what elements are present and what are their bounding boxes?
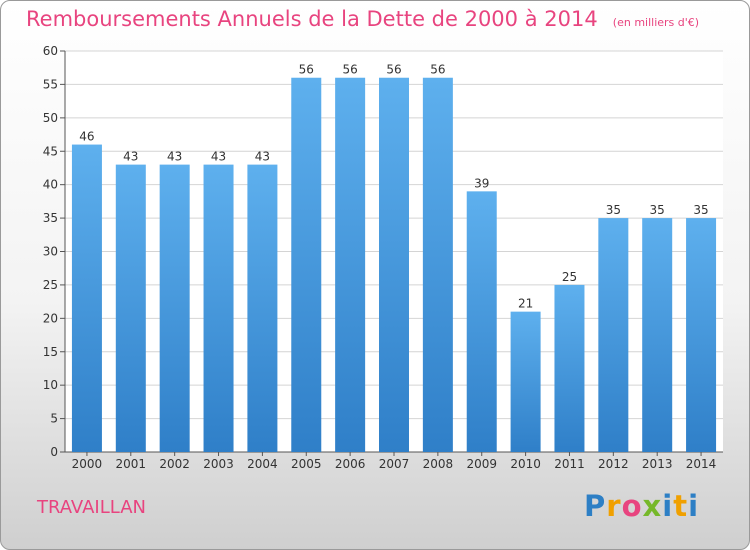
x-tick-label-2004: 2004 (247, 457, 278, 471)
x-tick-label-2006: 2006 (335, 457, 366, 471)
bar-2013 (642, 218, 673, 452)
chart-subtitle: (en milliers d'€) (612, 16, 700, 29)
chart-title-main: Remboursements Annuels de la Dette de 20… (26, 7, 598, 31)
y-tick-label: 25 (43, 278, 58, 292)
y-tick-label: 30 (43, 245, 58, 259)
bar-2000 (71, 144, 102, 453)
x-tick-label-2010: 2010 (510, 457, 541, 471)
value-label-2003: 43 (211, 150, 226, 164)
x-tick-label-2011: 2011 (554, 457, 585, 471)
logo-letter: o (621, 489, 643, 523)
value-label-2014: 35 (693, 203, 708, 217)
value-label-2006: 56 (342, 63, 357, 77)
x-tick-label-2002: 2002 (159, 457, 190, 471)
x-tick-label-2009: 2009 (466, 457, 497, 471)
y-tick-label: 5 (50, 412, 58, 426)
y-tick-label: 10 (43, 378, 58, 392)
bar-chart: 0 5 10 15 20 25 30 35 40 45 50 55 60 46 2000 43 2001 43 20… (43, 44, 723, 471)
y-tick-label: 40 (43, 178, 58, 192)
labels-layer: 0 5 10 15 20 25 30 35 40 45 50 55 60 46 2000 43 2001 43 20… (43, 44, 717, 471)
bar-2014 (686, 218, 717, 452)
logo-letter: x (642, 489, 663, 523)
bar-2007 (379, 77, 409, 452)
bar-2006 (335, 77, 366, 452)
y-tick-label: 20 (43, 311, 58, 325)
chart-title: Remboursements Annuels de la Dette de 20… (26, 7, 699, 31)
bar-2009 (466, 191, 497, 452)
value-label-2004: 43 (255, 150, 270, 164)
logo-letter: P (584, 489, 607, 523)
value-label-2008: 56 (430, 63, 445, 77)
value-label-2012: 35 (606, 203, 621, 217)
bar-2002 (159, 164, 190, 452)
logo-letter: i (688, 489, 700, 523)
x-tick-label-2005: 2005 (291, 457, 322, 471)
x-tick-label-2014: 2014 (686, 457, 717, 471)
proxiti-logo: Proxiti (584, 489, 699, 523)
value-label-2013: 35 (650, 203, 665, 217)
bar-2004 (247, 164, 278, 452)
y-tick-label: 45 (43, 144, 58, 158)
value-label-2007: 56 (386, 63, 401, 77)
value-label-2002: 43 (167, 150, 182, 164)
x-tick-label-2001: 2001 (116, 457, 147, 471)
x-tick-label-2008: 2008 (423, 457, 454, 471)
value-label-2011: 25 (562, 270, 577, 284)
y-tick-label: 35 (43, 211, 58, 225)
y-tick-label: 60 (43, 44, 58, 58)
value-label-2010: 21 (518, 297, 533, 311)
logo-letter: t (673, 489, 689, 523)
logo-letter: i (662, 489, 674, 523)
y-tick-label: 55 (43, 77, 58, 91)
bar-2008 (422, 77, 453, 452)
value-label-2001: 43 (123, 150, 138, 164)
commune-name: TRAVAILLAN (37, 497, 146, 518)
x-tick-label-2000: 2000 (72, 457, 103, 471)
bar-2012 (598, 218, 629, 452)
x-tick-label-2012: 2012 (598, 457, 629, 471)
bar-2005 (291, 77, 322, 452)
bars-layer (71, 77, 717, 453)
value-label-2000: 46 (79, 130, 94, 144)
logo-letter: r (606, 489, 622, 523)
bar-2001 (115, 164, 146, 452)
y-tick-label: 15 (43, 345, 58, 359)
value-label-2005: 56 (299, 63, 314, 77)
bar-2003 (203, 164, 234, 452)
x-tick-label-2013: 2013 (642, 457, 673, 471)
x-tick-label-2003: 2003 (203, 457, 234, 471)
x-tick-label-2007: 2007 (379, 457, 410, 471)
bar-2011 (554, 284, 585, 452)
y-tick-label: 0 (50, 445, 58, 459)
y-tick-label: 50 (43, 111, 58, 125)
bar-2010 (510, 311, 541, 452)
value-label-2009: 39 (474, 176, 489, 190)
